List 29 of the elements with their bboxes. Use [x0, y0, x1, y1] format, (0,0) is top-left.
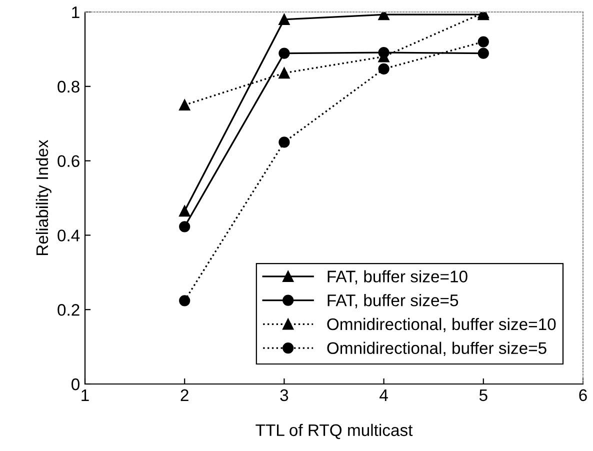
x-tick-label: 3: [280, 389, 288, 402]
point: [278, 48, 290, 59]
point: [179, 221, 190, 232]
x-axis-title: TTL of RTQ multicast: [256, 424, 413, 440]
x-tick-label: 5: [479, 389, 488, 402]
y-tick-label: 0: [72, 378, 80, 390]
x-tick-label: 2: [180, 389, 188, 401]
y-axis-title: Reliability Index: [36, 140, 52, 255]
point: [278, 67, 290, 79]
y-tick-label: 0.6: [58, 155, 80, 168]
point: [478, 36, 489, 48]
x-tick-label: 4: [380, 389, 388, 401]
y-tick-label: 0.4: [58, 230, 80, 242]
point: [179, 295, 190, 306]
point: [478, 48, 489, 59]
legend-label: FAT, buffer size=5: [328, 294, 458, 308]
point: [278, 136, 290, 148]
x-tick-label: 1: [82, 389, 89, 401]
x-tick-label: 6: [579, 389, 587, 402]
legend-label: Omnidirectional, buffer size=5: [327, 342, 546, 356]
legend-label: Omnidirectional, buffer size=10: [327, 318, 556, 332]
legend-label: FAT, buffer size=10: [328, 270, 468, 284]
point: [179, 205, 190, 217]
y-tick-label: 0.2: [58, 304, 80, 316]
y-tick-label: 1: [72, 6, 80, 18]
point: [278, 14, 290, 25]
point: [179, 99, 190, 111]
y-tick-label: 0.8: [58, 80, 80, 93]
point: [378, 63, 390, 74]
